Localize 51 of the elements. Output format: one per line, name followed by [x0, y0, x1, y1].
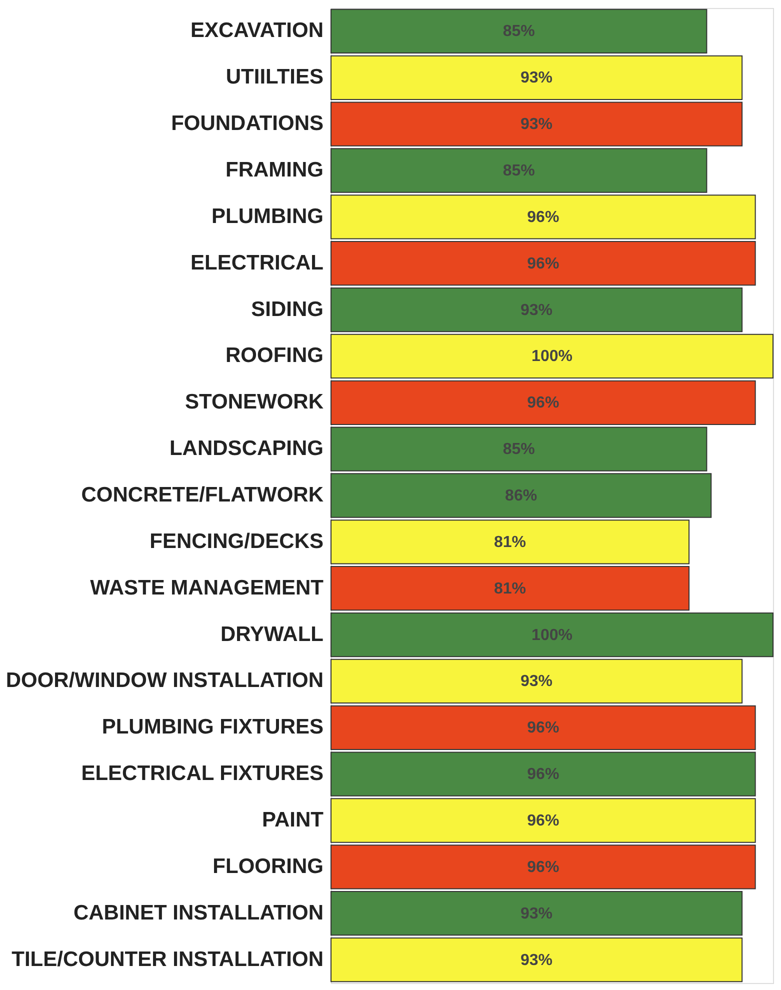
y-tick-label: FLOORING [212, 854, 324, 878]
data-label: 96% [527, 858, 560, 876]
y-tick-label: STONEWORK [185, 390, 324, 414]
y-tick-label: CABINET INSTALLATION [73, 901, 324, 924]
data-label: 93% [520, 70, 553, 87]
data-label: 96% [527, 812, 560, 830]
y-tick-label: PLUMBING [212, 204, 324, 228]
data-label: 81% [494, 534, 526, 551]
y-tick-label: PAINT [262, 808, 324, 832]
y-tick-label: FENCING/DECKS [150, 530, 324, 553]
y-tick-label: LANDSCAPING [169, 437, 324, 460]
bar [330, 334, 774, 379]
data-label: 93% [520, 905, 553, 922]
data-label: 96% [527, 394, 560, 412]
y-tick-label: ELECTRICAL FIXTURES [81, 762, 324, 786]
y-tick-label: UTIILTIES [226, 66, 324, 89]
bar [330, 287, 743, 332]
bar [330, 55, 743, 100]
data-label: 86% [505, 488, 538, 504]
y-tick-label: DRYWALL [220, 622, 324, 646]
data-label: 85% [502, 441, 535, 458]
bar [330, 937, 743, 982]
data-label: 81% [494, 580, 526, 598]
y-tick-label: PLUMBING FIXTURES [102, 716, 324, 739]
y-tick-label: TILE/COUNTER INSTALLATION [12, 948, 324, 971]
data-label: 96% [527, 766, 560, 784]
y-tick-label: EXCAVATION [190, 19, 324, 42]
data-label: 93% [520, 952, 553, 969]
y-tick-label: ROOFING [226, 344, 324, 368]
bar [330, 612, 774, 658]
y-tick-label: DOOR/WINDOW INSTALLATION [6, 669, 324, 692]
data-label: 100% [532, 626, 572, 644]
y-tick-label: ELECTRICAL [190, 251, 324, 274]
bar [330, 658, 743, 704]
y-tick-label: FRAMING [226, 158, 324, 182]
y-tick-label: WASTE MANAGEMENT [90, 576, 324, 600]
y-tick-label: FOUNDATIONS [171, 112, 324, 136]
data-label: 93% [520, 302, 553, 319]
data-label: 96% [527, 255, 560, 272]
bar [330, 380, 756, 425]
data-label: 93% [520, 673, 553, 690]
y-tick-label: SIDING [251, 298, 324, 321]
y-tick-label: CONCRETE/FLATWORK [81, 484, 324, 506]
data-label: 85% [502, 162, 535, 180]
data-label: 96% [527, 720, 560, 737]
bar [330, 705, 756, 750]
bar [330, 8, 708, 54]
data-label: 100% [532, 348, 572, 366]
data-label: 93% [520, 116, 553, 134]
data-label: 85% [502, 23, 535, 40]
data-label: 96% [527, 208, 560, 226]
